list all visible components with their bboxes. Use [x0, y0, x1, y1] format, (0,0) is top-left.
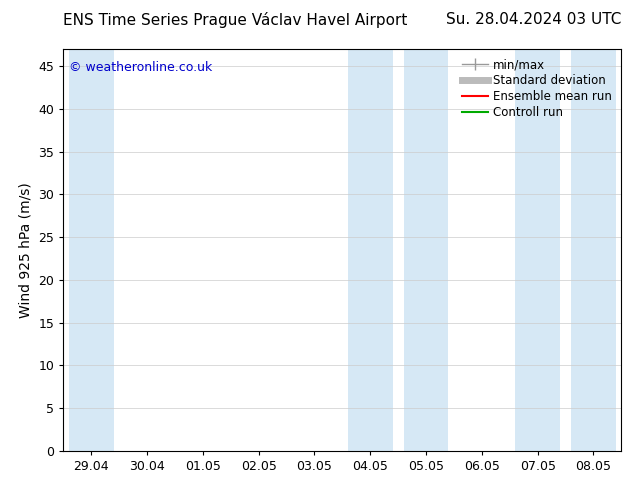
Y-axis label: Wind 925 hPa (m/s): Wind 925 hPa (m/s) [19, 182, 33, 318]
Text: ENS Time Series Prague Václav Havel Airport: ENS Time Series Prague Václav Havel Airp… [63, 12, 408, 28]
Bar [348, 49, 392, 451]
Text: © weatheronline.co.uk: © weatheronline.co.uk [69, 61, 212, 74]
Bar [571, 49, 616, 451]
Legend: min/max, Standard deviation, Ensemble mean run, Controll run: min/max, Standard deviation, Ensemble me… [459, 55, 616, 123]
Bar [515, 49, 560, 451]
Bar [69, 49, 113, 451]
Bar [404, 49, 448, 451]
Text: Su. 28.04.2024 03 UTC: Su. 28.04.2024 03 UTC [446, 12, 621, 27]
